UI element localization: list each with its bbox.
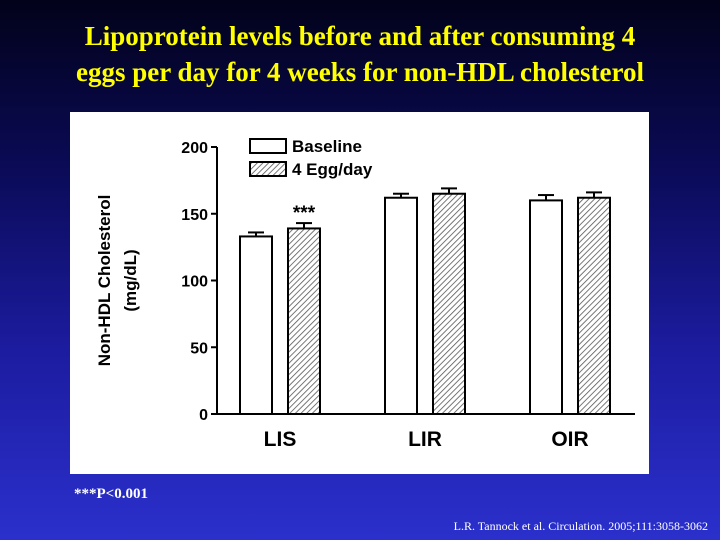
citation: L.R. Tannock et al. Circulation. 2005;11… [453, 519, 708, 533]
legend-label: Baseline [292, 137, 362, 156]
x-tick-label: OIR [551, 428, 588, 451]
bar-lis-egg [287, 227, 321, 415]
legend-swatch [249, 161, 287, 177]
y-tick-label: 100 [181, 274, 208, 291]
legend-label: 4 Egg/day [292, 160, 373, 179]
y-tick-label: 0 [199, 407, 208, 424]
bar-chart: 0 50 100 150 200 Non-HDL Cholesterol (mg/dL) LI… [95, 137, 635, 451]
x-tick-label: LIR [408, 428, 442, 451]
y-tick-label: 200 [181, 140, 208, 157]
legend-swatch [249, 138, 287, 154]
chart-panel: 0 50 100 150 200 Non-HDL Cholesterol (mg/dL) LI… [70, 112, 649, 474]
y-tick-label: 50 [190, 340, 208, 357]
significance-marker: *** [293, 203, 316, 224]
y-axis-label-line: Non-HDL Cholesterol [95, 195, 114, 367]
slide-title-line-2: eggs per day for 4 weeks for non-HDL cho… [76, 57, 644, 87]
slide-title: Lipoprotein levels before and after cons… [0, 18, 720, 90]
y-tick-label: 150 [181, 207, 208, 224]
bar-oir-baseline [529, 199, 563, 416]
x-tick-label: LIS [264, 428, 297, 451]
y-axis-label-line: (mg/dL) [121, 249, 140, 311]
bar-lir-egg [432, 192, 466, 415]
bar-oir-egg [577, 196, 611, 416]
significance-footnote: ***P<0.001 [74, 486, 148, 502]
slide-title-line-1: Lipoprotein levels before and after cons… [84, 21, 636, 51]
bar-lis-baseline [239, 235, 273, 415]
bar-lir-baseline [384, 196, 418, 416]
